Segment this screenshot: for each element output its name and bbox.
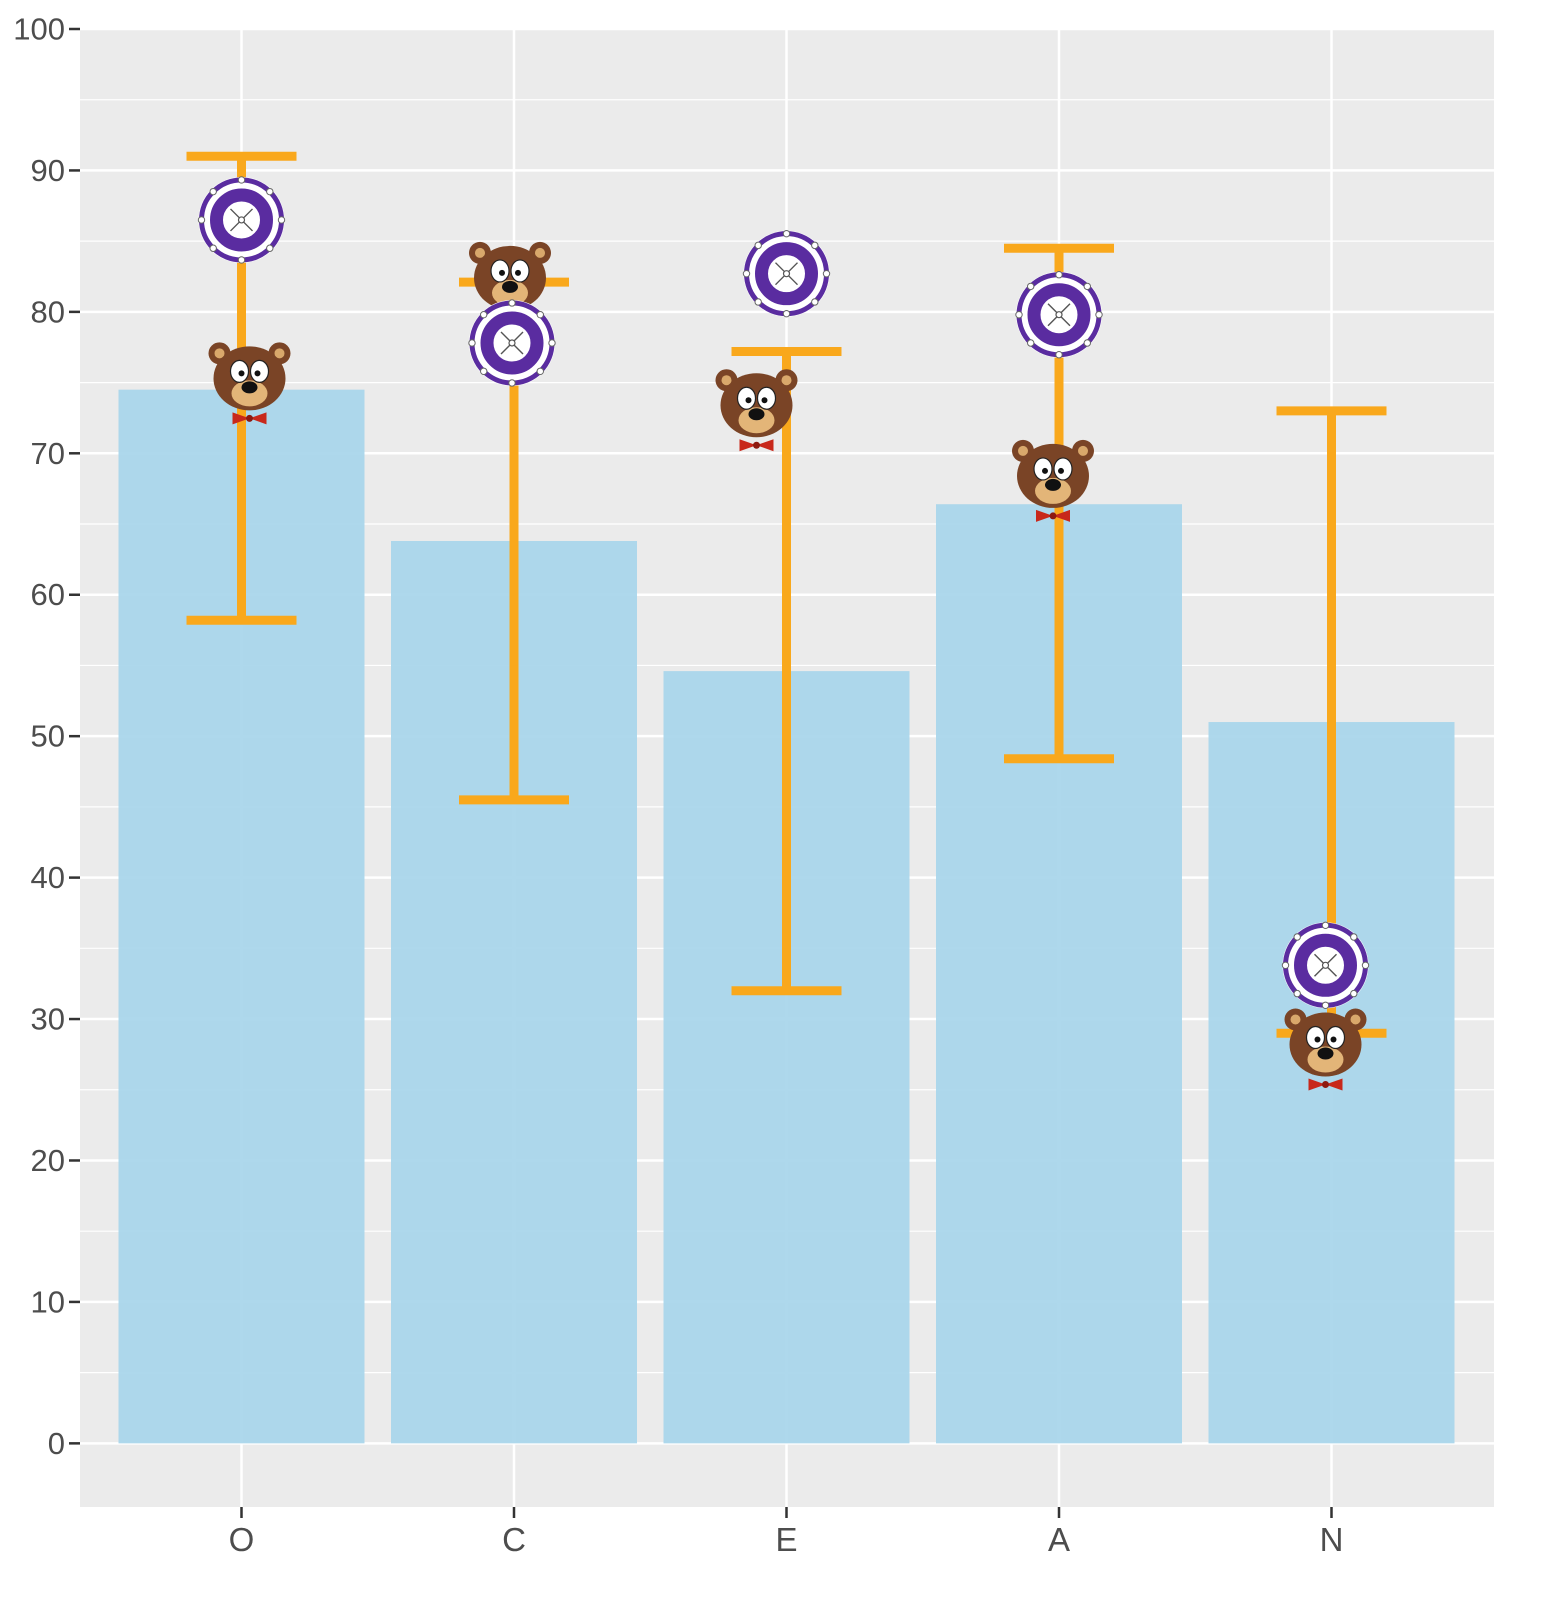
purple-ring-icon bbox=[1282, 922, 1368, 1008]
y-tick-label: 0 bbox=[48, 1426, 65, 1461]
x-tick-label-C: C bbox=[502, 1521, 526, 1558]
y-tick-label: 10 bbox=[31, 1284, 65, 1319]
purple-ring-icon bbox=[198, 177, 284, 263]
error-bar-E bbox=[731, 346, 842, 996]
purple-ring-icon bbox=[1016, 271, 1102, 357]
y-tick-label: 60 bbox=[31, 577, 65, 612]
y-tick-label: 90 bbox=[31, 153, 65, 188]
y-axis: 0 10 20 30 40 50 60 70 80 90 100 bbox=[13, 12, 80, 1461]
x-tick-label-A: A bbox=[1048, 1521, 1070, 1558]
purple-ring-icon bbox=[743, 230, 829, 316]
y-tick-label: 40 bbox=[31, 860, 65, 895]
y-tick-label: 20 bbox=[31, 1143, 65, 1178]
y-tick-label: 50 bbox=[31, 719, 65, 754]
x-tick-label-N: N bbox=[1320, 1521, 1344, 1558]
y-tick-label: 70 bbox=[31, 436, 65, 471]
y-tick-label: 30 bbox=[31, 1002, 65, 1037]
y-tick-label: 100 bbox=[13, 12, 65, 47]
purple-ring-icon bbox=[469, 300, 555, 386]
x-tick-label-E: E bbox=[775, 1521, 797, 1558]
x-tick-label-O: O bbox=[229, 1521, 255, 1558]
y-tick-label: 80 bbox=[31, 294, 65, 329]
